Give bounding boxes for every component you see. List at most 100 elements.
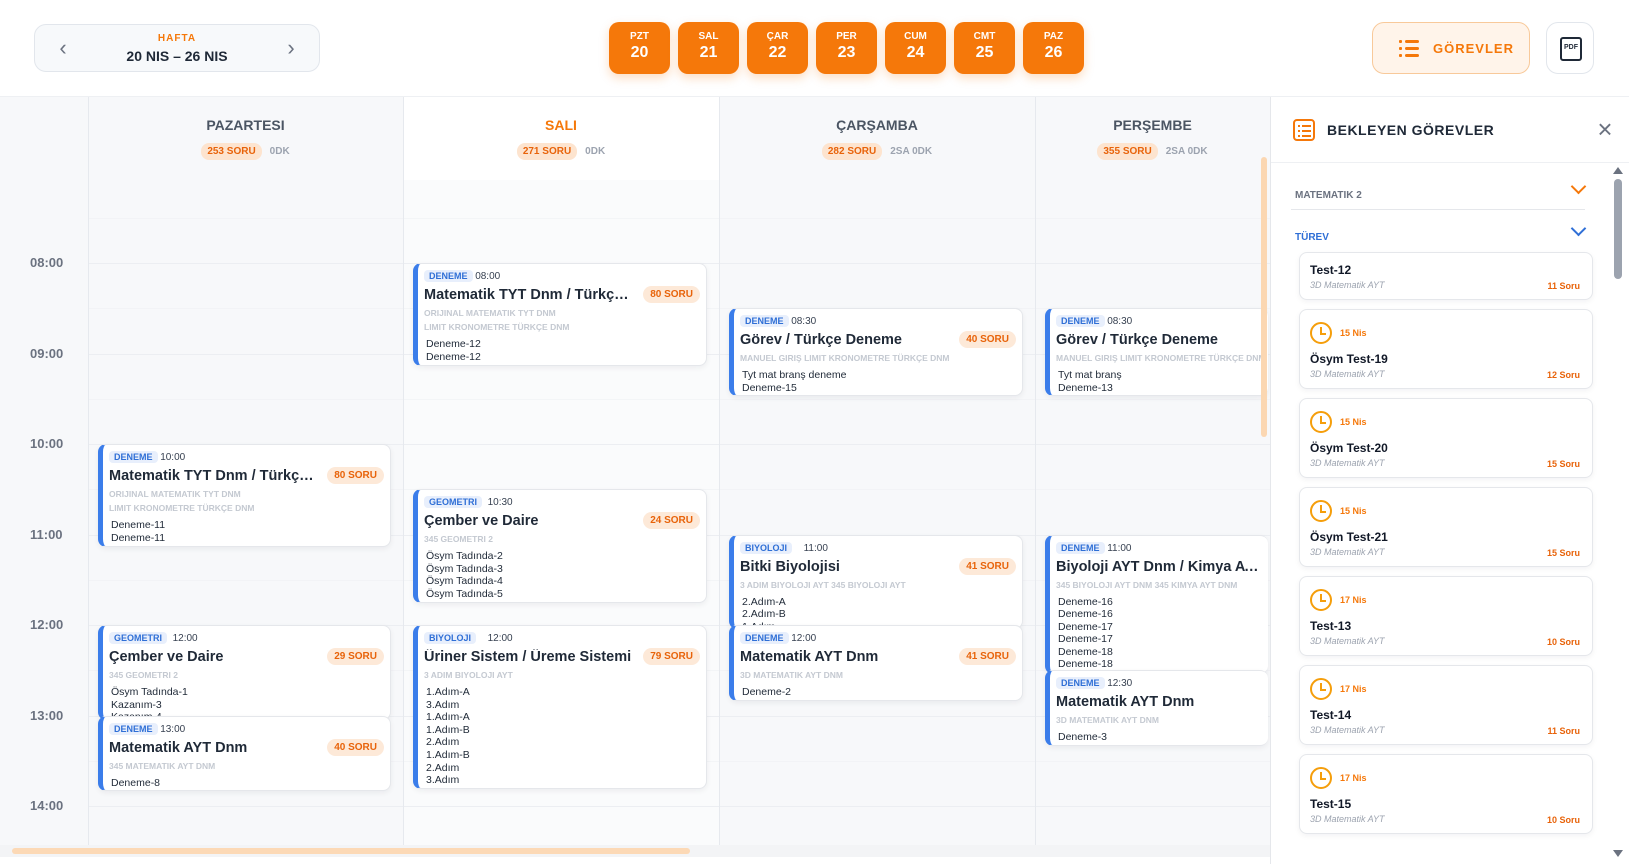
day-number: 22 [768,44,787,61]
task-due-date: 17 Nis [1340,595,1367,605]
calendar-event[interactable]: GEOMETRI 12:00 Çember ve Daire 29 SORU 345 G… [98,625,391,720]
event-items: Ösym Tadında-2 Ösym Tadında-3 Ösym Tadında… [426,550,503,600]
task-card[interactable]: 17 Nis Test-14 3D Matematik AYT 11 Soru [1299,665,1593,745]
calendar-event[interactable]: BIYOLOJI 12:00 Üriner Sistem / Üreme Siste… [413,625,707,789]
task-card[interactable]: 15 Nis Ösym Test-19 3D Matematik AYT 12 Sor… [1299,309,1593,389]
section-label: MATEMATIK 2 [1295,190,1362,201]
event-item: 1.Adım-B [426,748,470,761]
calendar-event[interactable]: BIYOLOJI 11:00 Bitki Biyolojisi 41 SORU 3 AD… [729,534,1023,629]
task-list-icon [1293,119,1315,141]
time-label: 14:00 [30,798,64,813]
task-due-date: 15 Nis [1340,417,1367,427]
day-number: 24 [906,44,925,61]
event-title: Üriner Sistem / Üreme Sistemi [424,649,632,665]
tasks-button[interactable]: GÖREVLER [1372,22,1530,74]
question-count-badge: 282 SORU [821,143,883,160]
day-name: SALI [545,117,577,133]
event-items: Deneme-3 [1058,731,1107,744]
pending-tasks-panel: BEKLEYEN GÖREVLER × MATEMATIK 2 TÜREV Te… [1270,97,1629,864]
task-question-count: 11 Soru [1547,281,1580,291]
event-category-tag: BIYOLOJI [424,632,477,644]
panel-scrollbar[interactable] [1612,167,1624,857]
scroll-up-icon[interactable] [1613,167,1623,174]
event-item: 3.Adım [426,698,460,711]
calendar-event[interactable]: GEOMETRI 10:30 Çember ve Daire 24 SORU 345 G… [413,489,707,603]
calendar-event[interactable]: DENEME 08:30 Görev / Türkçe Deneme MANUEL G… [1045,308,1268,397]
list-icon [1399,40,1419,58]
calendar-vertical-scrollbar[interactable] [1258,97,1270,837]
event-title: Çember ve Daire [424,513,539,530]
task-name: Test-15 [1310,797,1352,811]
event-item: Deneme-12 [426,338,481,350]
day-pill-per[interactable]: PER 23 [816,22,877,74]
event-category-tag: DENEME [740,632,789,644]
column-divider [719,97,720,857]
chevron-right-icon[interactable]: › [287,35,295,60]
task-source: 3D Matematik AYT [1310,458,1385,468]
event-title: Matematik AYT Dnm [1056,694,1195,711]
pdf-icon-text: PDF [1564,44,1578,51]
task-name: Ösym Test-19 [1310,352,1388,366]
question-count-badge: 253 SORU [201,143,262,160]
event-source: 345 MATEMATIK AYT DNM [109,760,216,771]
day-name: PAZARTESI [206,117,285,133]
event-category-tag: BIYOLOJI [740,541,793,554]
calendar-event[interactable]: DENEME 08:00 Matematik TYT Dnm / Türkçe Dn… [413,263,707,367]
scroll-thumb[interactable] [1614,179,1622,279]
event-source: 3 ADIM BIYOLOJI AYT 345 BIYOLOJI AYT [740,579,906,590]
task-source: 3D Matematik AYT [1310,725,1385,735]
event-time: 13:00 [160,723,186,735]
calendar-event[interactable]: DENEME 08:30 Görev / Türkçe Deneme 40 SORU M… [729,308,1023,397]
task-card[interactable]: 15 Nis Ösym Test-21 3D Matematik AYT 15 Sor… [1299,487,1593,567]
close-icon[interactable]: × [1597,114,1613,144]
task-question-count: 15 Soru [1546,459,1580,469]
clock-icon [1310,767,1332,789]
task-card[interactable]: Test-12 3D Matematik AYT 11 Soru [1299,252,1593,300]
scroll-down-icon[interactable] [1613,850,1623,857]
day-pill-cmt[interactable]: CMT 25 [954,22,1015,74]
day-pill-car[interactable]: ÇAR 22 [747,22,808,74]
chevron-left-icon[interactable]: ‹ [59,35,67,60]
task-question-count: 15 Soru [1546,548,1580,558]
time-label: 13:00 [30,707,64,723]
day-column-header: PERŞEMBE 355 SORU 2SA 0DK [1035,97,1270,180]
event-item: Ösym Tadında-3 [426,562,503,575]
event-time: 12:30 [1107,678,1133,690]
event-question-badge: 24 SORU [643,512,700,530]
scroll-thumb[interactable] [1261,157,1267,437]
clock-icon [1310,589,1332,611]
day-pill-paz[interactable]: PAZ 26 [1023,22,1084,74]
event-item: 1.Adım-A [426,686,470,698]
day-pill-pzt[interactable]: PZT 20 [609,22,670,74]
section-turev[interactable]: TÜREV [1295,227,1585,245]
calendar-event[interactable]: DENEME 12:30 Matematik AYT Dnm 3D MATEMATIK… [1045,670,1268,746]
calendar-event[interactable]: DENEME 13:00 Matematik AYT Dnm 40 SORU 345 M… [98,715,391,792]
event-item: Ösym Tadında-4 [426,575,503,588]
day-number: 20 [630,44,649,61]
event-item: Ösym Tadında-5 [426,588,503,601]
column-divider [1035,97,1036,857]
event-item: 3.Adım [426,774,460,787]
scroll-thumb[interactable] [12,848,690,854]
task-card[interactable]: 17 Nis Test-15 3D Matematik AYT 10 Soru [1299,754,1593,834]
calendar-event[interactable]: DENEME 11:00 Biyoloji AYT Dnm / Kimya AYT … [1045,534,1268,675]
day-pill-sal[interactable]: SAL 21 [678,22,739,74]
event-items: Deneme-16 Deneme-16 Deneme-17 Deneme-17 Dene… [1058,596,1113,674]
calendar-horizontal-scrollbar[interactable] [0,845,1270,857]
task-due-date: 17 Nis [1340,684,1367,694]
day-number: 26 [1044,44,1063,61]
event-source: 345 GEOMETRI 2 [109,670,178,680]
calendar-event[interactable]: DENEME 12:00 Matematik AYT Dnm 41 SORU 3D MA… [729,625,1023,701]
day-name: ÇARŞAMBA [836,117,918,133]
event-items: Deneme-8 [111,777,160,790]
day-pill-cum[interactable]: CUM 24 [885,22,946,74]
task-name: Test-13 [1310,619,1352,633]
section-matematik-2[interactable]: MATEMATIK 2 [1295,185,1585,203]
task-card[interactable]: 15 Nis Ösym Test-20 3D Matematik AYT 15 Sor… [1299,398,1593,478]
pdf-export-button[interactable]: PDF [1546,22,1594,74]
event-source: 345 GEOMETRI 2 [424,534,493,545]
task-card[interactable]: 17 Nis Test-13 3D Matematik AYT 10 Soru [1299,576,1593,656]
top-header: ‹ HAFTA 20 NIS – 26 NIS › PZT 20 SAL 21 ÇA… [0,0,1629,97]
task-source: 3D Matematik AYT [1310,280,1385,290]
